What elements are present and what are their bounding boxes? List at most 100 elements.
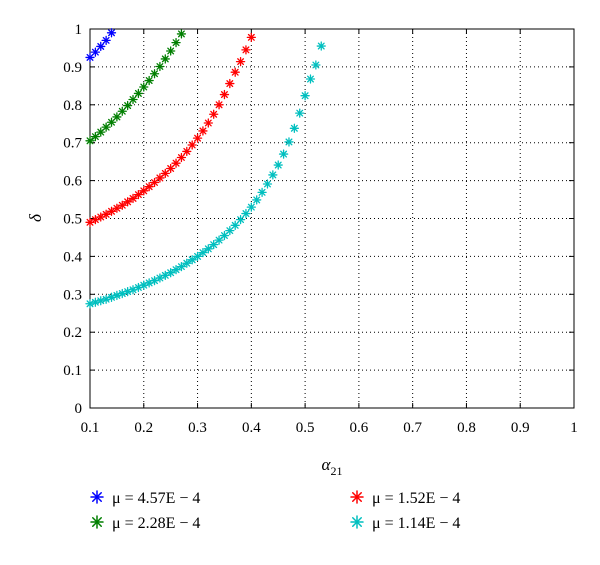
data-point (149, 177, 160, 188)
data-point (262, 179, 273, 189)
data-point (96, 212, 106, 222)
data-point (230, 220, 240, 230)
x-axis-label: α21 (322, 455, 343, 478)
series-3 (85, 32, 256, 227)
data-point (90, 131, 101, 142)
y-tick-label: 0.6 (63, 174, 82, 190)
legend-label: μ = 1.52E − 4 (372, 490, 460, 507)
data-point (106, 117, 117, 127)
y-tick-label: 0.4 (63, 249, 82, 265)
data-point (214, 235, 224, 245)
data-point (252, 195, 262, 205)
y-tick-label: 0.5 (63, 212, 82, 228)
data-point (149, 69, 160, 79)
x-tick-label: 0.9 (511, 420, 530, 436)
data-point (192, 133, 203, 143)
y-tick-label: 0 (75, 401, 83, 417)
legend-label: μ = 1.14E − 4 (372, 515, 460, 532)
data-point (203, 118, 213, 128)
grid (90, 29, 574, 408)
data-point (198, 126, 208, 136)
data-point (112, 203, 122, 213)
series-1 (85, 28, 117, 63)
data-point (101, 35, 111, 46)
data-point (311, 60, 321, 70)
data-point (166, 163, 176, 174)
data-point (241, 45, 251, 55)
data-point (295, 108, 305, 118)
data-points (85, 28, 326, 309)
data-point (128, 94, 138, 105)
legend-marker (350, 490, 364, 504)
legend-label: μ = 4.57E − 4 (112, 490, 200, 507)
ticks: 0.1 0.2 0.3 0.4 0.5 0.6 0.7 0.8 0.9 1 0 0.1 0.2 0.3 0.… (63, 22, 578, 436)
x-tick-label: 0.1 (81, 420, 100, 436)
data-point (176, 152, 187, 163)
data-point (96, 127, 106, 137)
data-point (235, 56, 246, 67)
x-tick-label: 0.8 (457, 420, 476, 436)
legend-item: μ = 2.28E − 4 (90, 515, 200, 532)
data-point (85, 299, 95, 309)
data-point (171, 158, 181, 168)
data-point (192, 251, 203, 262)
x-tick-label: 0.3 (188, 420, 207, 436)
legend-item: μ = 1.52E − 4 (350, 490, 460, 507)
legend-marker (350, 515, 364, 529)
data-point (219, 230, 230, 241)
data-point (209, 109, 219, 119)
data-point (139, 82, 149, 92)
data-point (171, 37, 181, 48)
data-point (300, 91, 310, 101)
legend: μ = 4.57E − 4 μ = 1.52E − 4 μ = 2.28E − 4 μ… (90, 490, 460, 532)
data-point (241, 208, 251, 219)
data-point (225, 225, 235, 236)
data-point (101, 122, 111, 132)
legend-item: μ = 4.57E − 4 (90, 490, 200, 507)
data-point (112, 112, 122, 122)
data-point (305, 74, 316, 84)
data-point (182, 146, 192, 157)
data-point (85, 52, 95, 63)
legend-label: μ = 2.28E − 4 (112, 515, 200, 532)
series-4 (85, 41, 326, 309)
data-point (203, 244, 213, 254)
data-point (90, 47, 101, 57)
data-point (155, 173, 165, 183)
data-point (90, 297, 101, 307)
data-point (284, 137, 294, 147)
data-point (198, 247, 208, 258)
data-point (257, 187, 267, 197)
data-point (117, 106, 127, 116)
data-point (176, 29, 187, 39)
data-point (225, 78, 235, 89)
data-point (246, 32, 256, 42)
x-tick-label: 0.7 (403, 420, 422, 436)
legend-marker (90, 515, 104, 529)
data-point (128, 193, 138, 204)
data-point (122, 100, 133, 111)
y-tick-label: 0.1 (63, 363, 82, 379)
y-tick-label: 0.3 (63, 287, 82, 303)
data-point (316, 41, 326, 51)
series-2 (85, 29, 187, 146)
y-tick-label: 1 (75, 22, 83, 38)
data-point (155, 61, 165, 72)
y-axis-label: δ (26, 213, 45, 222)
data-point (96, 41, 106, 52)
data-point (209, 240, 219, 250)
data-point (133, 189, 144, 200)
legend-item: μ = 1.14E − 4 (350, 515, 460, 532)
data-point (160, 168, 170, 179)
data-point (144, 182, 154, 192)
data-point (144, 75, 154, 86)
y-tick-label: 0.9 (63, 60, 82, 76)
y-tick-label: 0.7 (63, 136, 82, 152)
data-point (166, 46, 176, 56)
x-tick-label: 0.5 (296, 420, 315, 436)
x-tick-label: 0.6 (350, 420, 369, 436)
data-point (235, 214, 246, 225)
data-point (187, 140, 197, 150)
data-point (289, 123, 300, 133)
